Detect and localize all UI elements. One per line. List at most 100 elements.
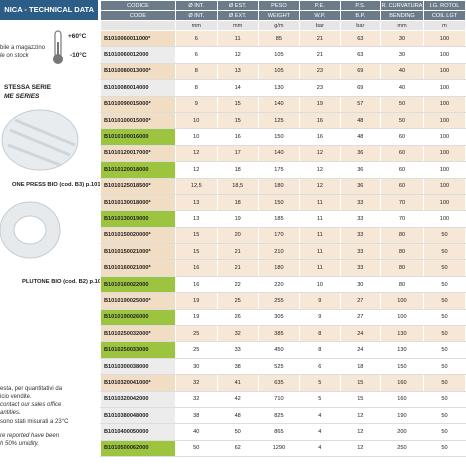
value-cell: 50 [422,357,466,376]
note-line: antities. [0,410,21,416]
value-cell: 15 [216,95,259,113]
value-cell: 635 [257,374,301,392]
value-cell: 50 [422,423,466,441]
value-cell: 175 [257,161,301,179]
value-cell: 140 [257,144,301,163]
value-cell: 10 [174,111,218,130]
value-cell: 100 [422,128,466,146]
value-cell: 11 [299,210,341,228]
value-cell: 100 [422,177,466,195]
data-row: B1010190026000 19 26 305 9 27 100 50 [100,308,466,327]
value-cell: 11 [299,193,341,212]
code-cell: B1010300038000 [100,357,176,376]
value-cell: 450 [257,341,301,359]
value-cell: 85 [257,29,301,48]
code-cell: B1010130019000 [100,210,176,228]
data-row: B1010060012000 6 12 105 21 63 30 100 [100,46,466,64]
code-cell: B1010500062000 [100,439,176,458]
value-cell: 9 [299,292,341,310]
value-cell: 32 [174,374,218,392]
value-cell: 50 [422,226,466,245]
data-row: B1010250032000* 25 32 385 8 24 130 50 [100,325,466,343]
value-cell: 57 [339,95,382,113]
data-row: B1010190025000* 19 25 255 9 27 100 50 [100,292,466,310]
value-cell: 50 [422,325,466,343]
value-cell: 11 [299,226,341,245]
value-cell: 38 [174,406,218,425]
code-cell: B1010190026000 [100,308,176,327]
header-cell: R. CURVATURA [380,0,424,11]
value-cell: 12 [216,46,259,64]
code-cell: B1010250033000 [100,341,176,359]
note-line: sono stati misurati a 23°C [0,419,69,425]
value-cell: 33 [216,341,259,359]
note-line: icio vendite. [0,394,32,400]
value-cell: 170 [257,226,301,245]
value-cell: 12 [299,161,341,179]
value-cell: 48 [216,406,259,425]
code-cell: B1010060011000* [100,29,176,48]
value-cell: 40 [380,79,424,97]
value-cell: 60 [380,144,424,163]
note-line: esta, per quantitativi da [0,386,63,392]
data-row: B1010125018500* 12,5 18,5 180 12 36 60 100 [100,177,466,195]
header-cell: mm [380,20,424,31]
product-link: PLUTONE BIO (cod. B2) p.100 [22,279,105,285]
data-row: B1010060011000* 6 11 85 21 63 30 100 [100,29,466,48]
value-cell: 60 [380,161,424,179]
value-cell: 18 [216,193,259,212]
data-row: B1010080014000 8 14 130 23 69 40 100 [100,79,466,97]
value-cell: 12 [339,439,382,458]
value-cell: 865 [257,423,301,441]
value-cell: 710 [257,390,301,408]
value-cell: 70 [380,210,424,228]
value-cell: 100 [380,292,424,310]
value-cell: 12 [174,144,218,163]
series-it: STESSA SERIE [4,84,52,91]
value-cell: 33 [339,210,382,228]
value-cell: 140 [257,95,301,113]
header-cell: COIL LGT [422,10,466,21]
value-cell: 210 [257,243,301,261]
data-row: B1010100016000 10 16 150 16 48 60 100 [100,128,466,146]
header-row: mm mm g/m bar bar mm m [100,20,466,31]
value-cell: 24 [339,325,382,343]
code-cell: B1010080013000* [100,62,176,81]
product-link: ONE PRESS BIO (cod. B3) p.101 [12,182,101,188]
value-cell: 48 [339,128,382,146]
value-cell: 16 [174,259,218,277]
code-cell: B1010400050000 [100,423,176,441]
code-cell: B1010120017000* [100,144,176,163]
value-cell: 63 [339,29,382,48]
value-cell: 30 [380,46,424,64]
code-cell: B1010090015000* [100,95,176,113]
header-cell: bar [299,20,341,31]
value-cell: 190 [380,406,424,425]
data-row: B1010320042000 32 42 710 5 15 160 50 [100,390,466,408]
value-cell: 50 [422,341,466,359]
value-cell: 100 [422,144,466,163]
value-cell: 69 [339,79,382,97]
value-cell: 9 [299,308,341,327]
code-cell: B1010160022000 [100,275,176,294]
value-cell: 50 [380,111,424,130]
data-row: B1010160021000* 16 21 180 11 33 80 50 [100,259,466,277]
header-cell: CODE [100,10,176,21]
value-cell: 40 [380,62,424,81]
value-cell: 255 [257,292,301,310]
value-cell: 50 [422,406,466,425]
header-cell: Ø INT. [174,10,218,21]
data-row: B1010150021000* 15 21 210 11 33 80 50 [100,243,466,261]
value-cell: 80 [380,243,424,261]
value-cell: 5 [299,374,341,392]
temp-max: +60°C [68,33,87,40]
header-cell: Ø INT. [174,0,218,11]
value-cell: 220 [257,275,301,294]
data-row: B1010500062000 50 62 1290 4 12 250 50 [100,439,466,458]
value-cell: 150 [257,193,301,212]
note-line: re reported have been [0,433,60,439]
header-cell [100,20,176,31]
header-cell: m [422,20,466,31]
value-cell: 11 [299,243,341,261]
